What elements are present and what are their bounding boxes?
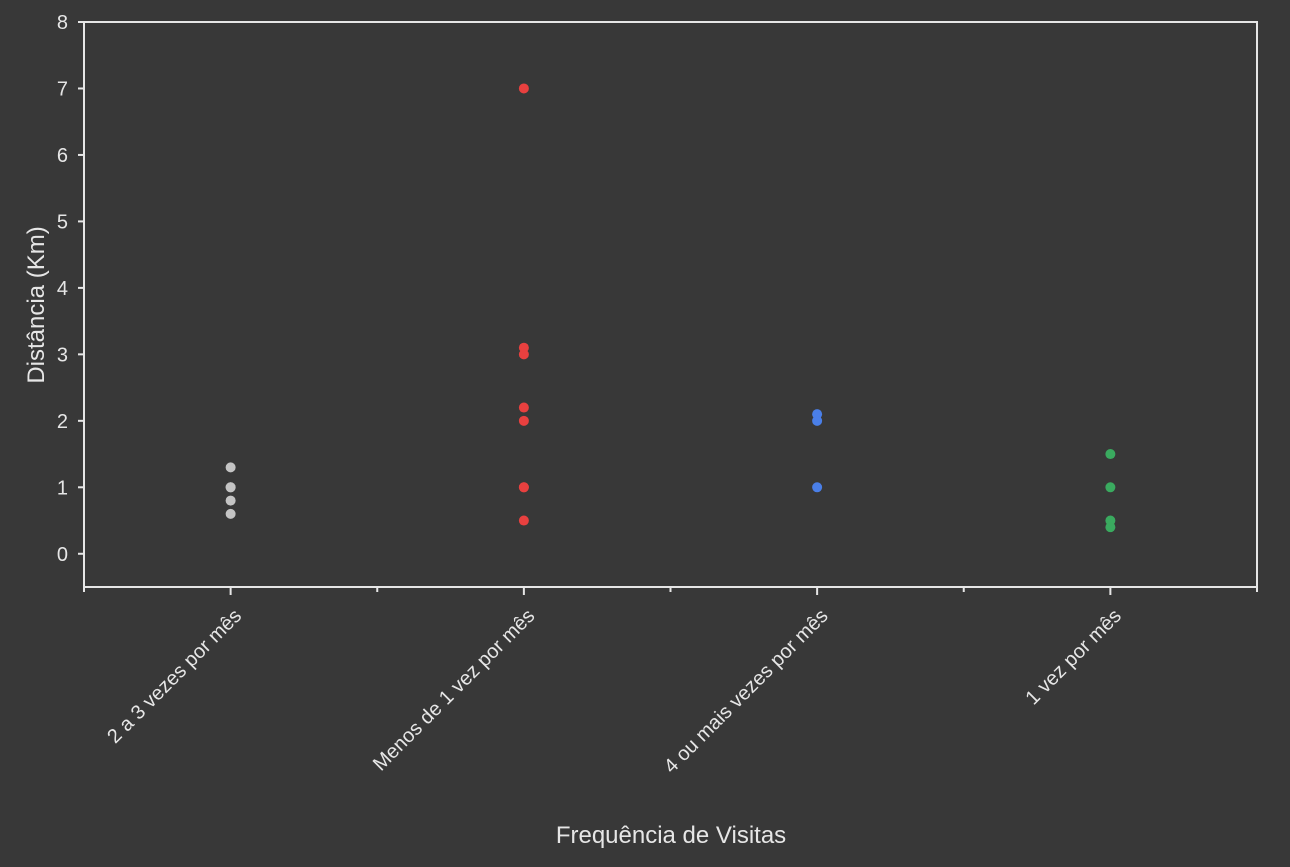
- point: [518, 515, 529, 526]
- y-tick-label: 6: [57, 145, 68, 167]
- y-tick-label: 8: [57, 12, 68, 34]
- point: [1105, 482, 1116, 493]
- point: [518, 482, 529, 493]
- point: [812, 482, 823, 493]
- point: [225, 495, 236, 506]
- point: [225, 482, 236, 493]
- y-tick-label: 4: [57, 278, 68, 300]
- point: [1105, 522, 1116, 533]
- y-tick-label: 1: [57, 477, 68, 499]
- point: [518, 83, 529, 94]
- point: [1105, 449, 1116, 460]
- point: [225, 462, 236, 473]
- point: [225, 508, 236, 519]
- x-axis-title: Frequência de Visitas: [556, 822, 786, 849]
- y-tick-label: 7: [57, 78, 68, 100]
- y-axis-title: Distância (Km): [23, 226, 50, 383]
- point: [518, 349, 529, 360]
- point: [812, 415, 823, 426]
- y-tick-label: 0: [57, 544, 68, 566]
- y-tick-label: 2: [57, 411, 68, 433]
- point: [518, 402, 529, 413]
- point: [518, 415, 529, 426]
- y-tick-label: 3: [57, 344, 68, 366]
- y-tick-label: 5: [57, 211, 68, 233]
